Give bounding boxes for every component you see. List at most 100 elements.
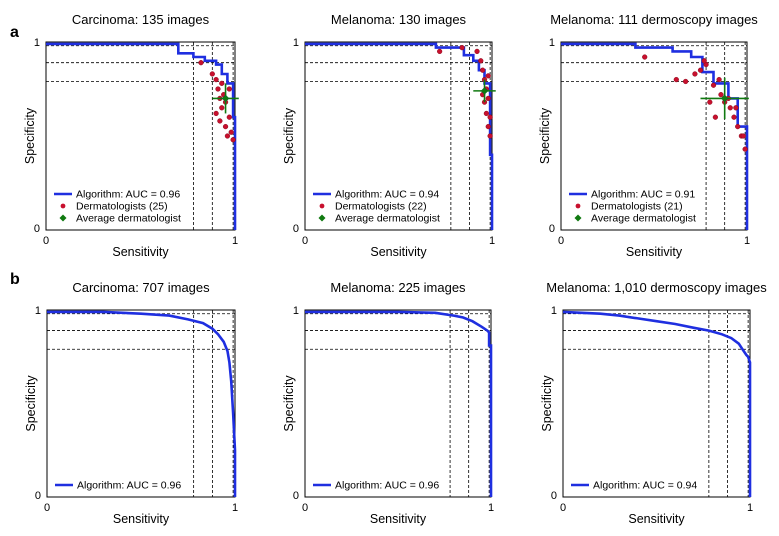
dermatologist-point <box>487 133 493 139</box>
x-tick-label: 1 <box>232 235 238 247</box>
legend-entry: Algorithm: AUC = 0.94 <box>335 189 439 201</box>
x-tick-label: 1 <box>488 502 494 514</box>
x-tick-label: 0 <box>560 502 566 514</box>
dermatologist-point <box>683 78 689 85</box>
y-axis-label: Specificity <box>24 375 38 432</box>
chart-title: Melanoma: 1,010 dermoscopy images <box>546 280 767 295</box>
dermatologist-point <box>740 133 746 139</box>
y-tick-label: 1 <box>293 37 299 49</box>
plot-frame <box>562 309 751 498</box>
dermatologist-point <box>712 114 718 120</box>
y-tick-label: 0 <box>551 490 557 502</box>
average-dermatologist-point <box>221 94 230 103</box>
dermatologist-point <box>213 76 219 83</box>
dermatologist-point <box>485 123 491 130</box>
dermatologist-point <box>213 110 219 117</box>
legend-entry: Dermatologists (22) <box>335 201 427 213</box>
y-tick-label: 0 <box>293 223 299 235</box>
legend-entry: Algorithm: AUC = 0.91 <box>591 189 695 201</box>
algorithm-roc-curve <box>46 42 237 230</box>
x-tick-label: 0 <box>302 502 308 514</box>
legend-swatch-dermatologists <box>575 203 581 209</box>
roc-panels: Carcinoma: 135 images 0 1 0 1 Sensitivity Spec… <box>23 12 767 526</box>
y-axis-label: Specificity <box>282 375 296 432</box>
algorithm-roc-curve <box>562 310 752 497</box>
dermatologist-point <box>718 92 724 98</box>
x-tick-label: 0 <box>302 235 308 247</box>
dermatologist-point <box>701 58 707 64</box>
x-tick-label: 0 <box>558 235 564 247</box>
dermatologist-point <box>673 76 679 83</box>
roc-panel-2: Melanoma: 130 images 0 1 0 1 Sensitivity Speci… <box>282 12 496 259</box>
algorithm-roc-curve <box>47 310 237 497</box>
y-axis-label: Specificity <box>538 107 552 164</box>
average-dermatologist-point <box>720 94 729 103</box>
x-axis-label: Sensitivity <box>370 512 427 526</box>
dermatologist-point <box>478 58 484 64</box>
chart-title: Melanoma: 130 images <box>331 12 467 27</box>
dermatologist-point <box>487 114 493 120</box>
roc-panel-6: Melanoma: 1,010 dermoscopy images 0 1 0 1 Sen… <box>540 280 767 526</box>
dermatologist-point <box>733 105 739 111</box>
y-tick-label: 1 <box>35 305 41 317</box>
dermatologist-point <box>480 67 486 73</box>
legend-entry: Algorithm: AUC = 0.96 <box>76 189 180 201</box>
dermatologist-point <box>228 129 234 135</box>
y-axis-label: Specificity <box>540 375 554 432</box>
y-tick-label: 1 <box>34 37 40 49</box>
roc-panel-3: Melanoma: 111 dermoscopy images 0 1 0 1 Sensi… <box>538 12 758 259</box>
x-tick-label: 0 <box>44 502 50 514</box>
dermatologist-point <box>485 95 491 102</box>
y-tick-label: 1 <box>549 37 555 49</box>
x-tick-label: 1 <box>744 235 750 247</box>
dermatologist-point <box>716 76 722 83</box>
x-axis-label: Sensitivity <box>112 245 169 259</box>
legend-entry: Dermatologists (25) <box>76 201 168 213</box>
x-axis-label: Sensitivity <box>113 512 170 526</box>
legend-swatch-dermatologists <box>60 203 66 209</box>
chart-title: Melanoma: 225 images <box>330 280 466 295</box>
y-tick-label: 0 <box>35 490 41 502</box>
chart-title: Carcinoma: 135 images <box>72 12 210 27</box>
dermatologist-point <box>230 137 236 143</box>
dermatologist-point <box>219 80 225 86</box>
dermatologist-point <box>198 60 204 66</box>
legend-entry: Average dermatologist <box>76 213 181 225</box>
legend-swatch-average <box>59 214 67 222</box>
x-axis-label: Sensitivity <box>626 245 683 259</box>
legend-swatch-average <box>318 214 326 222</box>
dermatologist-point <box>485 73 491 79</box>
dermatologist-point <box>697 67 704 73</box>
x-tick-label: 1 <box>747 502 753 514</box>
dermatologist-point <box>707 99 713 105</box>
row-label-a: a <box>10 24 19 41</box>
x-axis-label: Sensitivity <box>628 512 685 526</box>
legend-entry: Algorithm: AUC = 0.96 <box>335 480 439 492</box>
y-tick-label: 0 <box>293 490 299 502</box>
dermatologist-point <box>642 54 648 60</box>
y-axis-label: Specificity <box>23 107 37 164</box>
legend-entry: Average dermatologist <box>335 213 440 225</box>
dermatologist-point <box>742 146 748 152</box>
roc-panel-1: Carcinoma: 135 images 0 1 0 1 Sensitivity Spec… <box>23 12 239 259</box>
x-axis-label: Sensitivity <box>370 245 427 259</box>
dermatologist-point <box>437 48 443 55</box>
y-axis-label: Specificity <box>282 107 296 164</box>
legend-entry: Algorithm: AUC = 0.94 <box>593 480 697 492</box>
dermatologist-point <box>727 105 733 111</box>
dermatologist-point <box>710 82 717 88</box>
dermatologist-point <box>224 133 231 139</box>
dermatologist-point <box>692 71 698 77</box>
legend-swatch-average <box>574 214 582 222</box>
x-tick-label: 1 <box>489 235 495 247</box>
algorithm-roc-curve <box>305 310 493 497</box>
dermatologist-point <box>226 86 232 92</box>
legend-entry: Average dermatologist <box>591 213 696 225</box>
dermatologist-point <box>483 110 489 117</box>
average-dermatologist-point <box>480 87 489 95</box>
y-tick-label: 1 <box>293 305 299 317</box>
dermatologist-point <box>459 45 465 51</box>
plot-frame <box>304 309 492 498</box>
roc-panel-5: Melanoma: 225 images 0 1 0 1 Sensitivity Speci… <box>282 280 494 526</box>
